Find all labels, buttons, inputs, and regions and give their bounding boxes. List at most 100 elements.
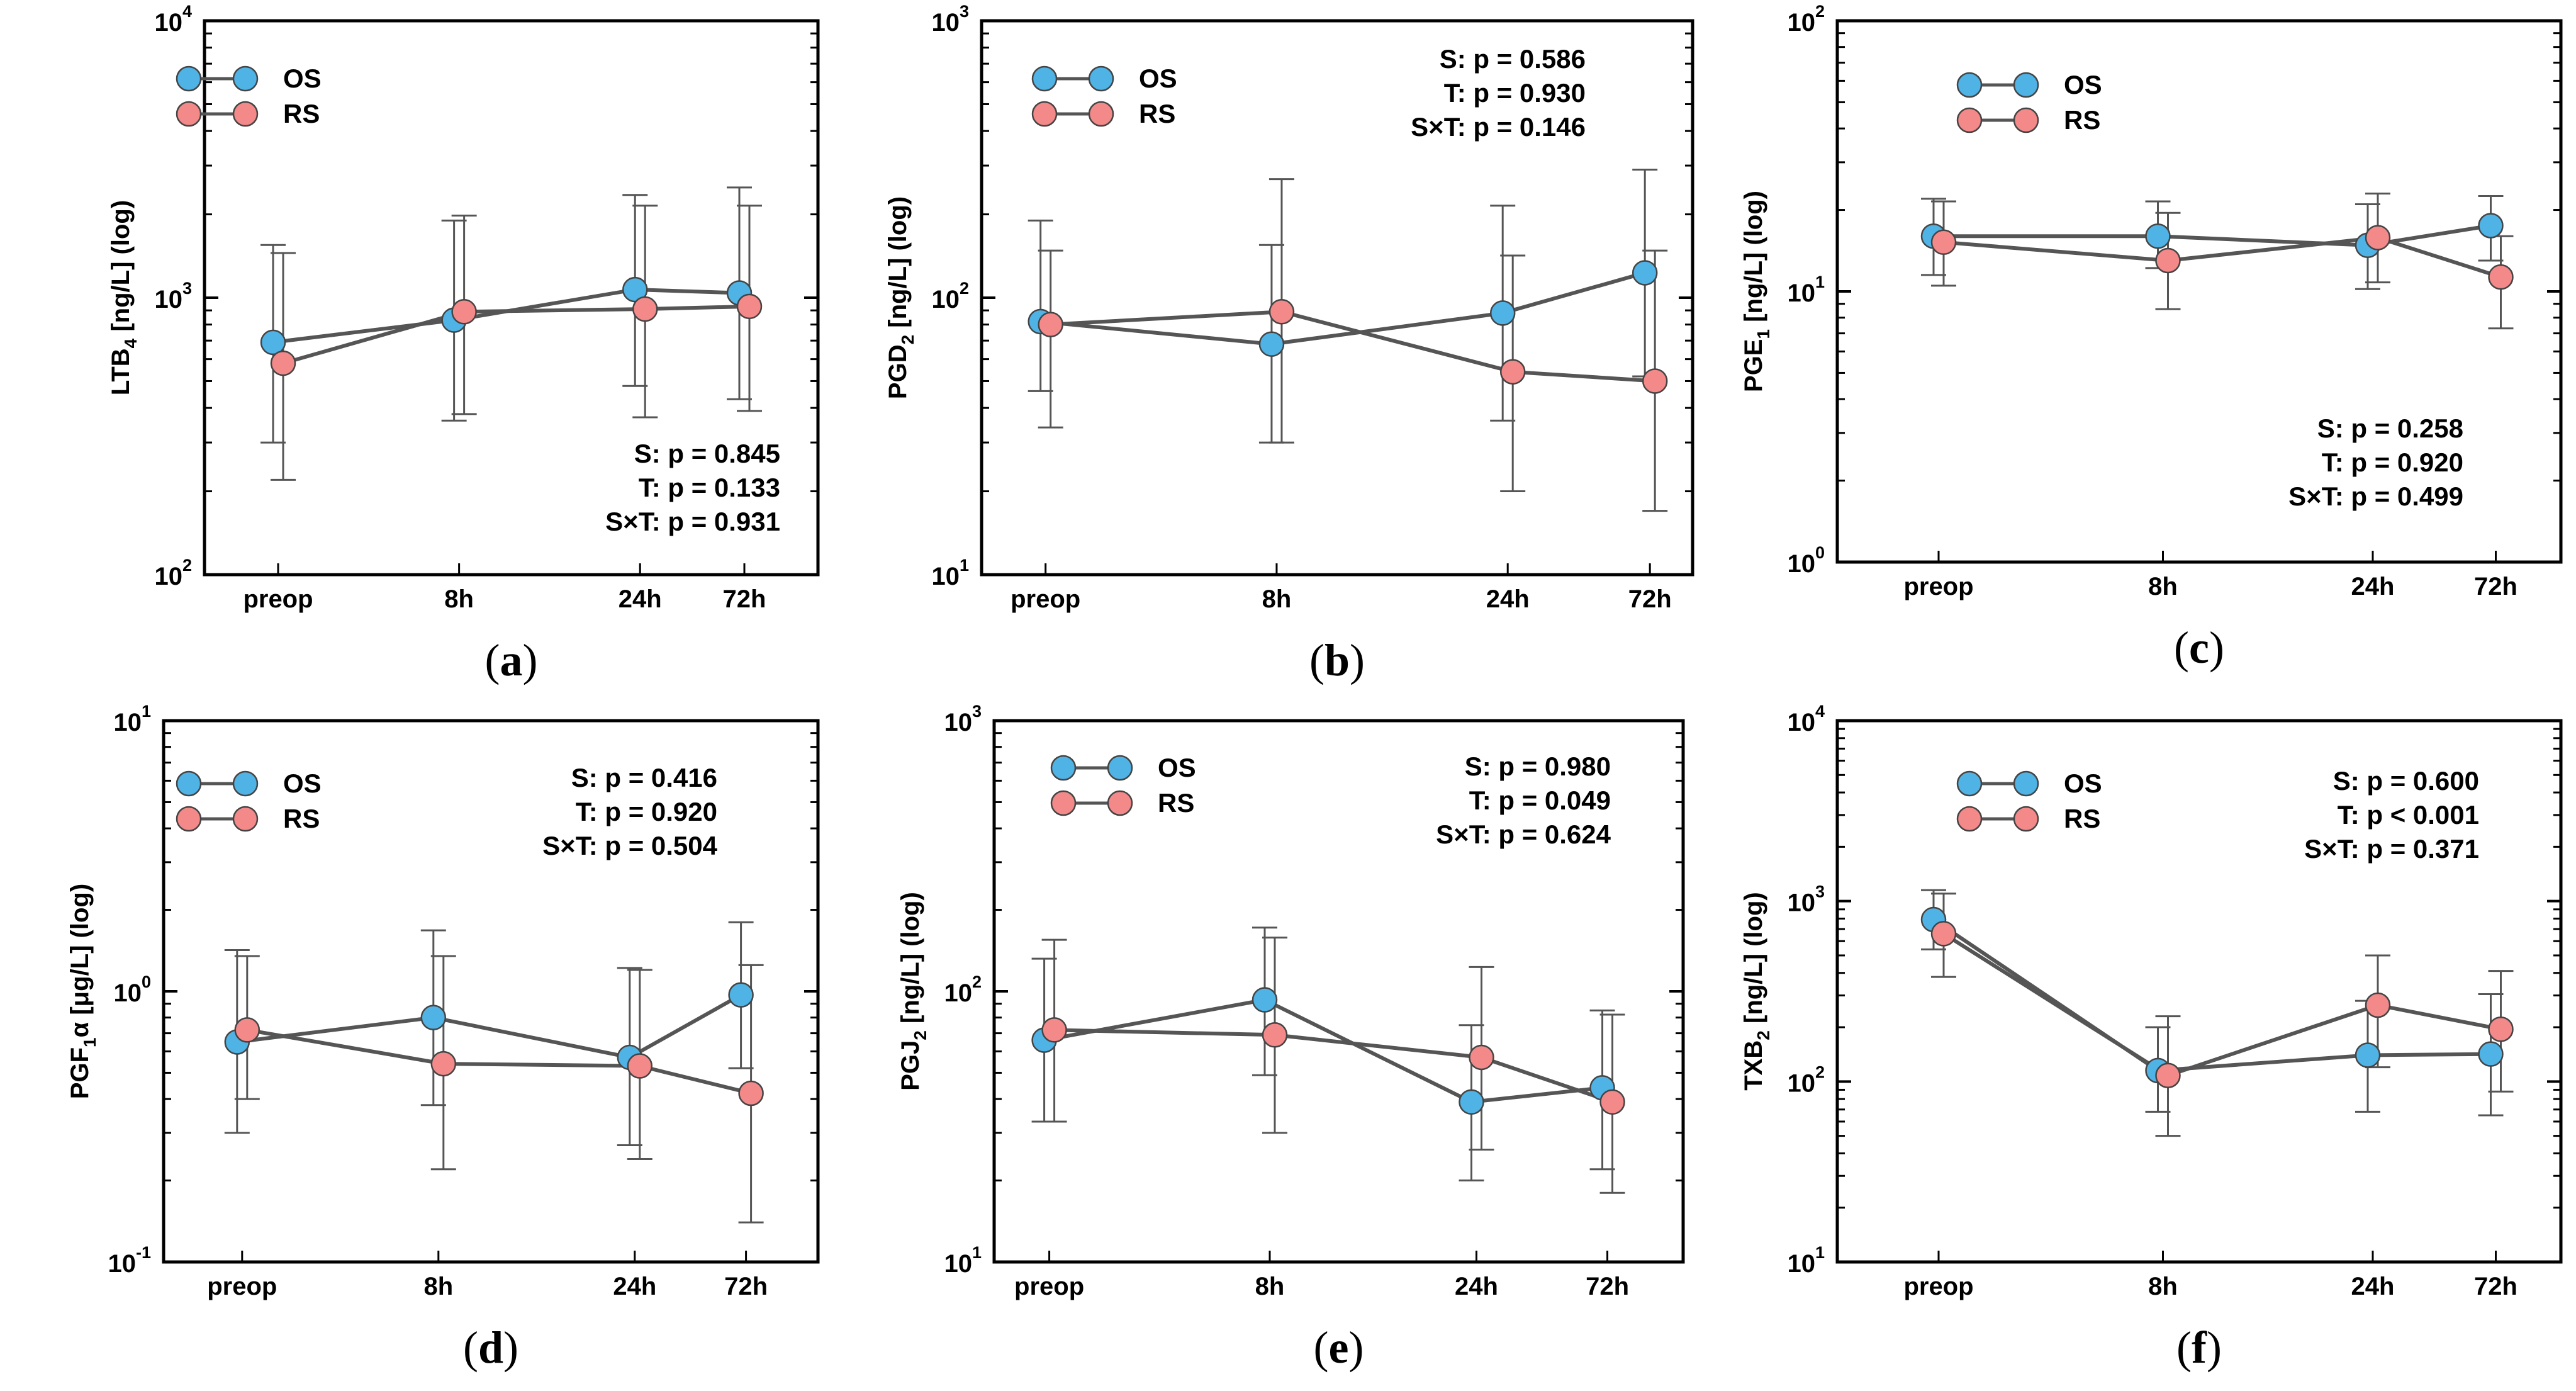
data-point-rs [1599,1089,1625,1115]
data-point-rs [632,296,658,322]
legend-label: OS [1139,64,1177,93]
x-tick-label: 8h [2148,1273,2178,1300]
data-point-os [260,329,286,356]
legend-label: OS [283,769,322,798]
chart-panel-f: 101 102 103 104 preop 8h 24h 72h TXB2 [ng/L] (lo… [1740,702,2563,1373]
data-point-os [2478,1041,2504,1067]
legend-label: RS [283,99,320,128]
data-point-os [1252,987,1278,1013]
y-tick-label: 102 [1787,1062,1825,1097]
series-line [1050,310,1655,383]
stat-line: S: p = 0.416 [571,763,717,792]
data-point-rs [2155,1062,2181,1089]
data-point-rs [234,1017,260,1043]
plot-frame [162,719,820,1264]
stat-line: S: p = 0.258 [2317,414,2463,443]
data-point-rs [1642,368,1668,394]
legend-label: OS [2064,70,2102,99]
series-os [1031,926,1615,1182]
x-tick-label: 8h [1255,1273,1285,1300]
data-point-rs [2155,247,2181,274]
x-tick-label: preop [243,585,313,613]
x-tick-label: 24h [1455,1273,1498,1300]
data-point-rs [1268,299,1295,325]
y-axis-label: PGD2 [ng/L] (log) [884,196,917,399]
chart-panel-b: 101 102 103 preop 8h 24h 72h PGD2 [ng/L] (log) O… [884,2,1694,685]
x-tick-label: 72h [2474,1273,2517,1300]
stat-line: S×T: p = 0.499 [2288,482,2463,511]
x-tick-label: 72h [724,1273,768,1300]
x-tick-label: 24h [619,585,662,613]
y-tick-label: 101 [1787,1243,1825,1278]
series-os [1028,169,1658,444]
x-tick-label: preop [207,1273,277,1300]
chart-panel-a: 102 103 104 preop 8h 24h 72h LTB4 [ng/L] (log) O… [107,2,820,685]
series-os [260,186,752,444]
x-tick-label: 8h [444,585,474,613]
y-tick-label: 103 [154,279,192,313]
data-point-os [1632,260,1658,286]
x-tick-label: preop [1014,1273,1084,1300]
y-axis-label: LTB4 [ng/L] (log) [107,200,140,395]
stat-line: S×T: p = 0.371 [2304,834,2479,864]
stat-line: S×T: p = 0.624 [1436,819,1611,849]
series-line [1054,1028,1613,1104]
stat-line: T: p = 0.930 [1444,78,1586,108]
series-line [247,1028,752,1095]
data-point-os [728,982,754,1008]
stat-line: S: p = 0.980 [1465,752,1611,781]
legend-entry-os: OS [1050,753,1196,782]
data-point-os [2355,1042,2381,1068]
data-point-rs [2365,225,2391,251]
x-tick-label: 8h [2148,573,2178,600]
data-point-rs [1930,229,1957,256]
legend-entry-os: OS [176,64,322,93]
legend-label: OS [2064,769,2102,798]
data-point-rs [1469,1044,1494,1071]
x-tick-label: 8h [1262,585,1292,613]
panel-caption: (f) [2176,1322,2222,1373]
x-tick-label: 24h [2351,573,2395,600]
data-point-rs [627,1053,653,1079]
data-point-os [2145,223,2171,249]
x-tick-label: 24h [613,1273,656,1300]
legend-label: RS [1139,99,1175,128]
legend-entry-os: OS [1956,769,2102,798]
y-tick-label: 102 [1787,2,1825,37]
x-tick-label: 24h [2351,1273,2395,1300]
data-point-os [1459,1089,1484,1115]
data-point-rs [2488,1016,2514,1042]
y-axis-label: PGE1 [ng/L] (log) [1740,191,1773,392]
chart-panel-d: 10-1 100 101 preop 8h 24h 72h PGF1α [μg/L] (log… [66,702,820,1373]
y-tick-label: 101 [944,1243,982,1278]
stat-line: S: p = 0.600 [2333,766,2479,796]
x-tick-label: 72h [723,585,766,613]
y-axis-label: TXB2 [ng/L] (log) [1740,892,1773,1090]
legend-entry-rs: RS [1956,105,2100,135]
y-axis-label: PGF1α [μg/L] (log) [66,884,99,1099]
series-rs [1038,178,1668,512]
chart-panel-c: 100 101 102 preop 8h 24h 72h PGE1 [ng/L] (log) O… [1740,2,2563,673]
series-line [1932,918,2491,1073]
stat-line: T: p = 0.920 [576,797,717,826]
legend-entry-os: OS [1031,64,1177,93]
series-rs [1041,937,1625,1194]
legend-entry-rs: RS [176,99,320,128]
series-rs [1931,893,2514,1137]
stat-line: S×T: p = 0.931 [605,507,780,536]
legend-label: RS [283,804,320,833]
legend-entry-os: OS [1956,70,2102,99]
data-point-rs [451,299,477,325]
panel-caption: (d) [463,1322,518,1373]
data-point-rs [1041,1017,1067,1043]
y-tick-label: 102 [931,279,969,313]
plot-frame [1835,719,2563,1264]
stat-line: S: p = 0.586 [1440,44,1586,74]
series-line [1942,932,2502,1078]
plot-frame [1835,19,2563,564]
y-tick-label: 100 [113,972,151,1007]
legend-entry-rs: RS [1031,99,1175,128]
legend-label: OS [1158,753,1196,782]
series-os [1921,889,2504,1117]
